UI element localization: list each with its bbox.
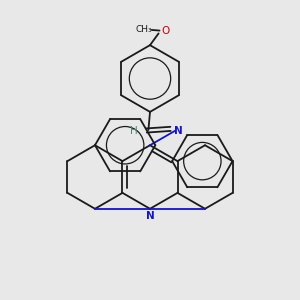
Text: O: O (161, 26, 170, 36)
Text: CH₃: CH₃ (135, 25, 152, 34)
Text: N: N (175, 126, 183, 136)
Text: H: H (130, 126, 137, 136)
Text: N: N (146, 211, 154, 221)
